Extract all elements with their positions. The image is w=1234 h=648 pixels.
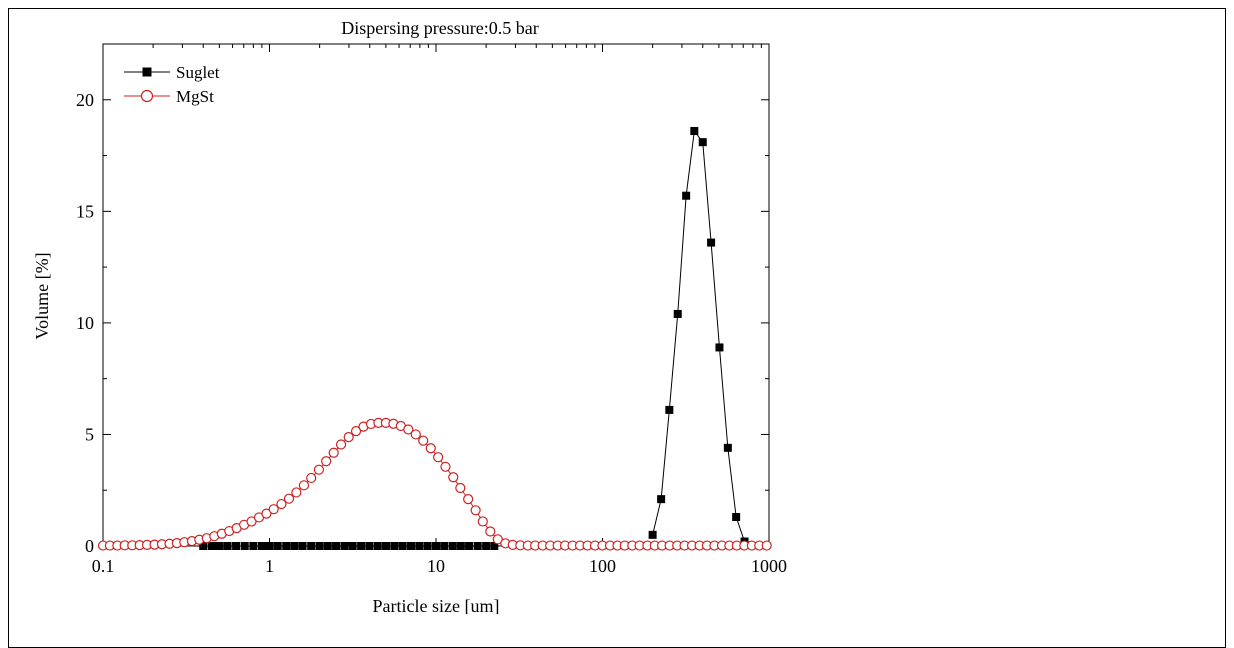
data-point-suglet bbox=[415, 542, 424, 550]
data-point-suglet bbox=[215, 542, 224, 550]
data-point-suglet bbox=[232, 542, 241, 550]
data-point-suglet bbox=[357, 542, 366, 550]
data-point-mgst bbox=[433, 452, 444, 463]
y-tick-label: 15 bbox=[76, 201, 94, 221]
chart-legend: Suglet MgSt bbox=[124, 63, 220, 106]
data-point-mgst bbox=[283, 493, 295, 504]
x-tick-label: 0.1 bbox=[92, 556, 115, 576]
data-point-suglet bbox=[373, 542, 382, 550]
data-point-suglet bbox=[273, 542, 282, 550]
data-point-suglet bbox=[456, 542, 465, 550]
data-point-suglet bbox=[423, 542, 432, 550]
data-point-suglet bbox=[482, 542, 491, 550]
data-point-suglet bbox=[249, 542, 258, 550]
data-point-mgst bbox=[321, 456, 332, 467]
data-point-mgst bbox=[418, 435, 429, 446]
data-point-mgst bbox=[761, 540, 772, 551]
data-point-suglet bbox=[298, 542, 307, 550]
data-point-suglet bbox=[440, 542, 449, 550]
data-point-suglet bbox=[240, 542, 249, 550]
particle-size-chart: Dispersing pressure:0.5 bar 0.1 1 10 100 100… bbox=[32, 18, 787, 614]
data-point-suglet bbox=[390, 542, 399, 550]
x-tick-label: 1000 bbox=[751, 556, 787, 576]
data-point-mgst bbox=[335, 439, 347, 450]
data-point-suglet bbox=[473, 542, 482, 550]
data-point-mgst bbox=[350, 425, 362, 437]
y-tick-label: 10 bbox=[76, 313, 94, 333]
y-axis-label: Volume [%] bbox=[32, 252, 52, 339]
y-tick-label: 0 bbox=[85, 536, 94, 556]
data-point-mgst bbox=[425, 443, 436, 454]
data-point-suglet bbox=[348, 542, 357, 550]
series-line-suglet bbox=[652, 129, 746, 542]
data-point-suglet bbox=[290, 542, 299, 550]
data-point-suglet bbox=[698, 138, 707, 147]
data-point-mgst bbox=[463, 494, 474, 505]
data-point-mgst bbox=[268, 504, 279, 515]
data-point-suglet bbox=[432, 542, 440, 550]
chart-title: Dispersing pressure:0.5 bar bbox=[341, 18, 538, 38]
data-point-suglet bbox=[707, 238, 716, 247]
data-point-suglet bbox=[323, 542, 332, 550]
data-point-suglet bbox=[365, 542, 374, 550]
plot-area bbox=[102, 43, 770, 547]
data-point-mgst bbox=[276, 498, 287, 510]
data-point-suglet bbox=[657, 495, 666, 504]
series-suglet bbox=[199, 127, 749, 550]
data-point-mgst bbox=[298, 480, 310, 491]
legend-label-suglet: Suglet bbox=[176, 63, 220, 82]
data-point-mgst bbox=[291, 487, 302, 498]
data-point-suglet bbox=[465, 542, 474, 550]
data-point-mgst bbox=[410, 429, 421, 440]
data-point-suglet bbox=[398, 542, 407, 550]
series-line-mgst bbox=[103, 422, 767, 547]
data-point-mgst bbox=[343, 432, 354, 443]
data-point-mgst bbox=[440, 461, 451, 472]
data-point-mgst bbox=[470, 505, 481, 516]
y-tick-label: 5 bbox=[85, 424, 94, 444]
x-tick-label: 10 bbox=[427, 556, 445, 576]
legend-marker-suglet bbox=[142, 67, 152, 77]
legend-marker-mgst bbox=[140, 89, 154, 103]
data-point-suglet bbox=[257, 542, 266, 550]
data-point-suglet bbox=[407, 542, 416, 550]
data-point-suglet bbox=[648, 530, 657, 539]
data-point-suglet bbox=[315, 542, 324, 550]
data-point-suglet bbox=[223, 542, 232, 550]
data-point-mgst bbox=[485, 526, 496, 537]
data-point-suglet bbox=[723, 443, 732, 452]
data-point-suglet bbox=[732, 512, 741, 521]
x-tick-label: 100 bbox=[589, 556, 616, 576]
data-point-suglet bbox=[340, 542, 349, 550]
data-point-mgst bbox=[313, 464, 324, 475]
data-point-suglet bbox=[690, 127, 699, 136]
data-point-suglet bbox=[199, 542, 208, 550]
data-point-mgst bbox=[403, 424, 414, 435]
data-point-suglet bbox=[382, 542, 391, 550]
data-point-mgst bbox=[306, 472, 317, 484]
data-point-suglet bbox=[207, 542, 216, 550]
data-point-mgst bbox=[448, 472, 459, 483]
data-point-suglet bbox=[490, 542, 499, 550]
series-mgst bbox=[97, 417, 772, 551]
x-tick-label: 1 bbox=[265, 556, 274, 576]
data-point-suglet bbox=[265, 542, 274, 550]
data-point-mgst bbox=[455, 482, 466, 494]
data-point-suglet bbox=[307, 542, 316, 550]
data-point-suglet bbox=[665, 405, 674, 414]
data-point-suglet bbox=[682, 191, 691, 200]
x-axis-label: Particle size [um] bbox=[373, 596, 500, 614]
data-point-mgst bbox=[477, 516, 488, 527]
legend-label-mgst: MgSt bbox=[176, 87, 214, 106]
data-point-suglet bbox=[673, 309, 682, 318]
data-point-suglet bbox=[448, 542, 457, 550]
data-point-mgst bbox=[261, 508, 272, 519]
data-point-suglet bbox=[332, 542, 341, 550]
y-tick-label: 20 bbox=[76, 90, 94, 110]
data-point-suglet bbox=[282, 542, 291, 550]
data-point-mgst bbox=[328, 447, 339, 458]
data-point-suglet bbox=[715, 343, 724, 352]
